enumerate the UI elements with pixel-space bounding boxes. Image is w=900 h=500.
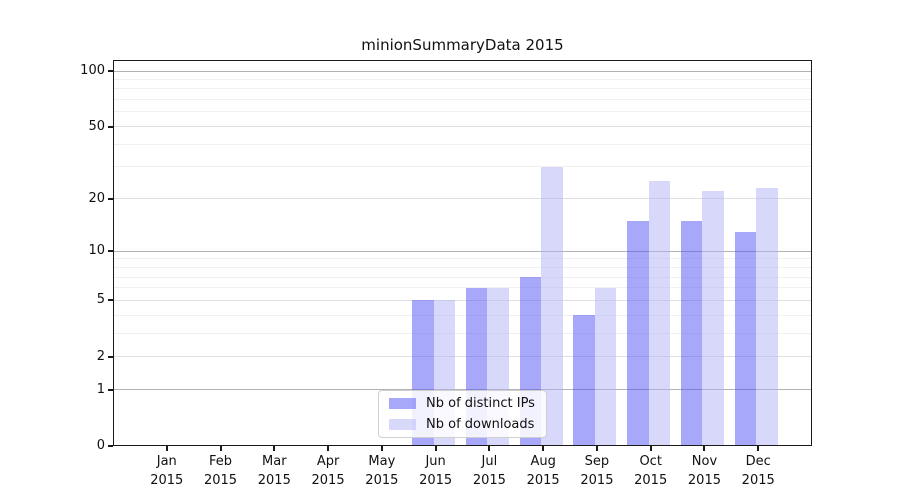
y-tick-label: 100 <box>80 63 105 78</box>
y-gridline <box>114 126 811 128</box>
x-tick-label: Jun 2015 <box>419 454 453 488</box>
y-gridline <box>114 111 811 113</box>
x-tick <box>595 446 598 451</box>
bar-distinct-ips-oct <box>627 220 649 445</box>
y-tick-label: 10 <box>88 243 105 259</box>
y-tick-label: 5 <box>96 292 105 308</box>
y-tick-label: 20 <box>88 190 105 206</box>
y-tick-label: 2 <box>96 348 105 364</box>
bar-downloads-sep <box>594 287 617 445</box>
y-gridline <box>114 143 811 145</box>
x-tick-label: Dec 2015 <box>741 454 775 488</box>
y-gridline <box>114 99 811 101</box>
y-gridline <box>114 250 811 252</box>
y-gridline <box>114 198 811 200</box>
y-gridline <box>114 266 811 268</box>
x-tick-label: Oct 2015 <box>634 454 668 488</box>
y-gridline <box>114 276 811 278</box>
x-tick-label: Jan 2015 <box>150 454 184 488</box>
legend-label-downloads: Nb of downloads <box>426 417 535 432</box>
y-gridline <box>114 389 811 391</box>
legend-entry-downloads: Nb of downloads <box>389 416 536 433</box>
bar-downloads-dec <box>756 187 778 445</box>
x-tick <box>703 446 706 451</box>
x-tick <box>219 446 222 451</box>
y-tick <box>108 299 113 302</box>
legend-entry-distinct-ips: Nb of distinct IPs <box>389 395 536 412</box>
x-tick-label: Sep 2015 <box>580 454 614 488</box>
y-tick <box>108 355 113 358</box>
x-tick-label: Aug 2015 <box>526 454 560 488</box>
y-tick <box>108 388 113 391</box>
y-gridline <box>114 332 811 334</box>
x-tick-label: Apr 2015 <box>311 454 345 488</box>
legend-swatch-downloads <box>389 419 416 430</box>
legend-swatch-distinct-ips <box>389 398 416 409</box>
y-gridline <box>114 78 811 80</box>
y-tick <box>108 197 113 200</box>
bar-distinct-ips-dec <box>734 231 757 445</box>
x-tick <box>165 446 168 451</box>
y-gridline <box>114 299 811 301</box>
y-gridline <box>114 356 811 358</box>
x-tick <box>488 446 491 451</box>
y-tick <box>108 70 113 72</box>
x-tick <box>649 446 652 451</box>
y-tick-label: 0 <box>96 438 105 453</box>
x-tick <box>542 446 545 451</box>
bar-downloads-nov <box>702 191 724 445</box>
y-tick <box>108 250 113 253</box>
bar-downloads-aug <box>541 166 563 445</box>
legend: Nb of distinct IPs Nb of downloads <box>378 390 547 438</box>
y-gridline <box>114 258 811 260</box>
y-tick-label: 50 <box>88 118 105 134</box>
y-tick <box>108 125 113 128</box>
y-gridline <box>114 70 811 72</box>
x-tick <box>434 446 437 451</box>
x-tick-label: May 2015 <box>365 454 399 488</box>
y-tick-label: 1 <box>96 381 105 397</box>
bar-distinct-ips-sep <box>573 315 595 445</box>
x-tick-label: Mar 2015 <box>257 454 291 488</box>
x-tick-label: Jul 2015 <box>472 454 506 488</box>
y-gridline <box>114 166 811 168</box>
legend-label-distinct-ips: Nb of distinct IPs <box>426 396 535 411</box>
x-tick-label: Feb 2015 <box>203 454 238 488</box>
y-gridline <box>114 88 811 90</box>
chart-title: minionSummaryData 2015 <box>361 36 564 54</box>
x-tick <box>327 446 330 451</box>
y-gridline <box>114 314 811 316</box>
y-gridline <box>114 287 811 289</box>
y-tick <box>108 445 113 447</box>
x-tick-label: Nov 2015 <box>687 454 721 488</box>
bar-distinct-ips-nov <box>680 220 703 445</box>
bar-downloads-oct <box>648 181 671 445</box>
x-tick <box>380 446 383 451</box>
x-tick <box>273 446 276 451</box>
x-tick <box>757 446 760 451</box>
